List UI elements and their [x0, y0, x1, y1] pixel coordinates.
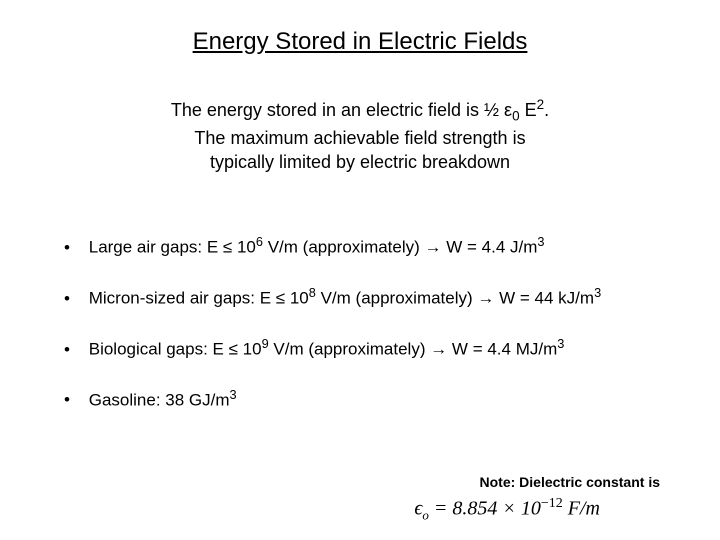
bullet-exp2: 3: [594, 285, 601, 300]
list-item: Micron-sized air gaps: E ≤ 108 V/m (appr…: [70, 285, 660, 310]
bullet-exp: 3: [230, 387, 237, 402]
bullet-list: Large air gaps: E ≤ 106 V/m (approximate…: [70, 234, 660, 411]
list-item: Gasoline: 38 GJ/m3: [70, 387, 660, 412]
formula-eq: = 8.854 × 10: [429, 498, 541, 520]
dielectric-formula: ϵo = 8.854 × 10−12 F/m: [414, 496, 600, 524]
summary-line1-post: .: [544, 100, 549, 120]
bullet-label: Biological gaps: E ≤ 10: [89, 340, 262, 359]
list-item: Biological gaps: E ≤ 109 V/m (approximat…: [70, 336, 660, 361]
bullet-label: Gasoline: 38 GJ/m: [89, 390, 230, 409]
formula-unit: F/m: [563, 498, 600, 520]
note-label: Note: Dielectric constant is: [480, 474, 661, 490]
list-item: Large air gaps: E ≤ 106 V/m (approximate…: [70, 234, 660, 259]
summary-line1-sub: 0: [512, 109, 520, 124]
summary-line1-pre: The energy stored in an electric field i…: [171, 100, 512, 120]
summary-line1-mid: E: [520, 100, 537, 120]
bullet-mid: V/m (approximately) → W = 4.4 J/m: [263, 238, 537, 257]
bullet-mid: V/m (approximately) → W = 44 kJ/m: [316, 289, 594, 308]
summary-line1-sup: 2: [537, 97, 545, 112]
formula-sup: −12: [541, 496, 563, 511]
bullet-exp: 9: [262, 336, 269, 351]
bullet-exp2: 3: [557, 336, 564, 351]
bullet-label: Micron-sized air gaps: E ≤ 10: [89, 289, 309, 308]
slide: Energy Stored in Electric Fields The ene…: [0, 0, 720, 540]
bullet-label: Large air gaps: E ≤ 10: [89, 238, 256, 257]
bullet-exp: 8: [309, 285, 316, 300]
summary-box: The energy stored in an electric field i…: [120, 96, 600, 174]
summary-line3: typically limited by electric breakdown: [210, 152, 510, 172]
slide-title: Energy Stored in Electric Fields: [60, 28, 660, 56]
summary-line2: The maximum achievable field strength is: [194, 128, 525, 148]
bullet-exp: 6: [256, 234, 263, 249]
bullet-mid: V/m (approximately) → W = 4.4 MJ/m: [269, 340, 558, 359]
bullet-exp2: 3: [537, 234, 544, 249]
